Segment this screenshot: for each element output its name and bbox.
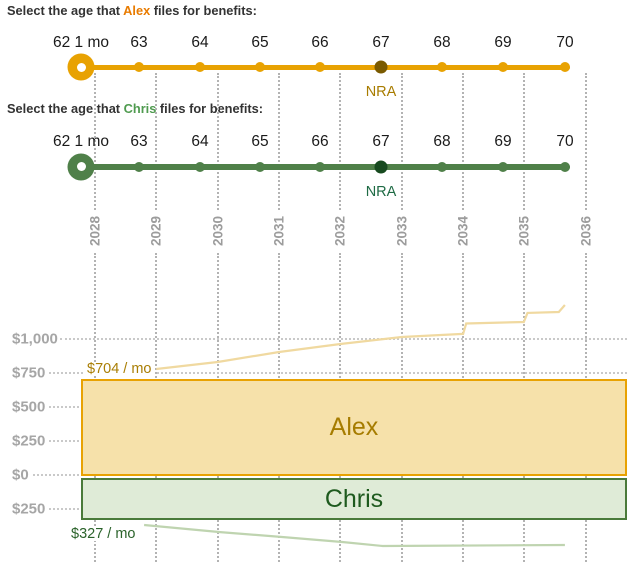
alex-slider-handle[interactable] xyxy=(67,53,95,81)
chris-age-tick-label: 65 xyxy=(251,133,269,150)
alex-age-tick-dot[interactable] xyxy=(560,62,570,72)
year-gridline xyxy=(155,73,158,210)
y-axis-label: $500 xyxy=(12,398,46,416)
year-gridline xyxy=(462,73,465,210)
alex-age-tick-label: 64 xyxy=(191,34,209,51)
heading-prefix: Select the age that xyxy=(7,101,124,116)
person-name-chris: Chris xyxy=(123,101,157,116)
chris-age-tick-label: 63 xyxy=(130,133,148,150)
alex-slider-handle-center xyxy=(76,62,86,72)
alex-age-tick-label: 67 xyxy=(372,34,390,51)
alex-nra-label: NRA xyxy=(365,84,397,100)
alex-age-tick-dot[interactable] xyxy=(255,62,265,72)
year-gridline xyxy=(278,73,281,210)
chris-age-tick-label: 70 xyxy=(556,133,574,150)
alex-age-tick-dot[interactable] xyxy=(315,62,325,72)
chris-age-tick-dot[interactable] xyxy=(315,161,325,172)
chris-age-tick-label: 66 xyxy=(311,133,329,150)
alex-age-tick-label: 63 xyxy=(130,34,148,51)
chris-age-tick-label: 67 xyxy=(372,133,390,150)
chris-area-label: Chris xyxy=(324,484,384,513)
alex-nra-dot[interactable] xyxy=(374,60,388,74)
alex-age-tick-dot[interactable] xyxy=(134,62,144,72)
chris-age-tick-label: 68 xyxy=(433,133,451,150)
chris-age-tick-dot[interactable] xyxy=(134,161,144,172)
chris-age-tick-dot[interactable] xyxy=(437,161,447,172)
heading-suffix: files for benefits: xyxy=(150,3,257,18)
y-axis-label: $250 xyxy=(12,432,46,450)
chris-nra-dot[interactable] xyxy=(374,160,388,173)
year-gridline xyxy=(523,73,526,210)
chris-slider-heading: Select the age that Chris files for bene… xyxy=(7,101,263,116)
alex-benefit-line xyxy=(156,304,566,371)
y-axis-label: $1,000 xyxy=(12,330,58,348)
dollar-gridline xyxy=(49,372,627,374)
chris-age-tick-label: 69 xyxy=(494,133,512,150)
dollar-gridline xyxy=(60,338,627,340)
alex-age-tick-label: 66 xyxy=(311,34,329,51)
alex-age-tick-dot[interactable] xyxy=(437,62,447,72)
chris-age-tick-dot[interactable] xyxy=(560,161,570,172)
alex-age-tick-label: 69 xyxy=(494,34,512,51)
chris-slider-handle[interactable] xyxy=(67,153,95,180)
y-axis-label: $0 xyxy=(12,466,29,484)
chris-age-tick-label: 62 1 mo xyxy=(52,133,110,150)
y-axis-label: $250 xyxy=(12,500,46,518)
alex-area-label: Alex xyxy=(329,413,379,441)
alex-current-benefit-label: $704 / mo xyxy=(84,362,155,376)
year-gridline xyxy=(216,73,219,210)
chris-age-tick-dot[interactable] xyxy=(255,161,265,172)
year-gridline xyxy=(94,73,96,210)
alex-age-tick-label: 68 xyxy=(433,34,451,51)
heading-suffix: files for benefits: xyxy=(156,101,264,116)
chris-benefit-line xyxy=(143,523,565,548)
alex-age-tick-label: 62 1 mo xyxy=(52,34,110,51)
alex-age-tick-label: 70 xyxy=(556,34,574,51)
alex-slider-heading: Select the age that Alex files for benef… xyxy=(7,3,257,18)
alex-age-tick-dot[interactable] xyxy=(498,62,508,72)
chris-slider-handle-center xyxy=(76,162,86,171)
year-gridline xyxy=(400,73,403,210)
alex-age-tick-label: 65 xyxy=(251,34,269,51)
person-name-alex: Alex xyxy=(123,3,151,18)
chris-benefit-area: Chris xyxy=(81,478,627,520)
chris-nra-label: NRA xyxy=(365,184,397,200)
y-axis-label: $750 xyxy=(12,364,46,382)
year-gridline xyxy=(339,73,342,210)
year-gridline xyxy=(584,73,587,210)
alex-age-tick-dot[interactable] xyxy=(195,62,205,72)
chris-current-benefit-label: $327 / mo xyxy=(68,527,139,541)
alex-benefit-area: Alex xyxy=(81,379,627,476)
chris-age-tick-dot[interactable] xyxy=(498,161,508,172)
heading-prefix: Select the age that xyxy=(7,3,124,18)
chris-age-tick-dot[interactable] xyxy=(195,161,205,172)
chris-age-tick-label: 64 xyxy=(191,133,209,150)
